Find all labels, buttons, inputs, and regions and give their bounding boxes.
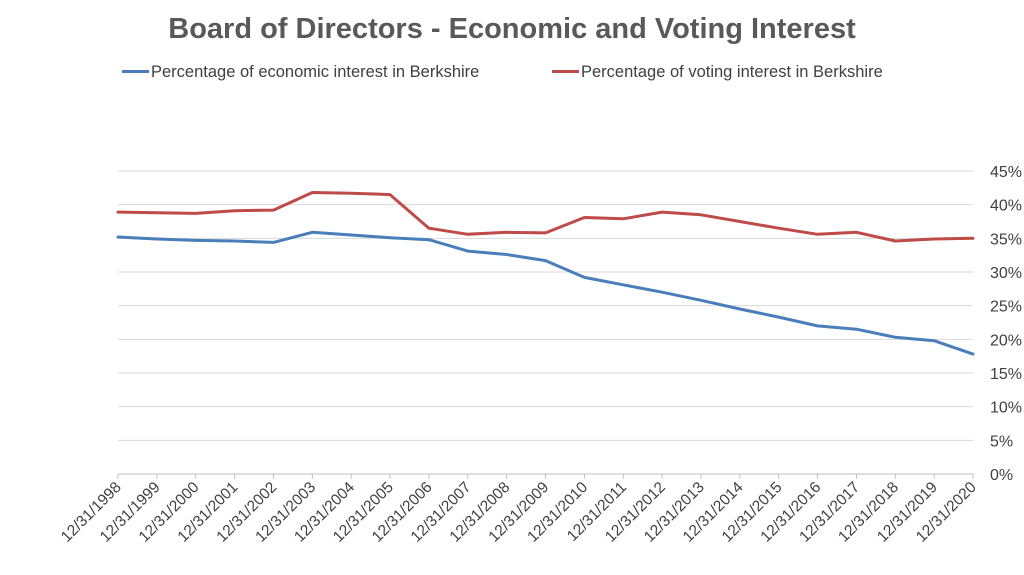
x-axis [117, 473, 974, 479]
y-tick-label: 0% [990, 467, 1013, 484]
legend: Percentage of economic interest in Berks… [122, 63, 883, 81]
legend-label-economic: Percentage of economic interest in Berks… [151, 63, 479, 81]
gridlines [118, 170, 973, 441]
y-tick-label: 15% [990, 366, 1022, 383]
chart-title: Board of Directors - Economic and Voting… [168, 13, 856, 45]
y-tick-label: 30% [990, 265, 1022, 282]
series-line-voting [116, 191, 975, 243]
y-tick-label: 10% [990, 400, 1022, 417]
legend-label-voting: Percentage of voting interest in Berkshi… [581, 63, 883, 81]
x-axis-tick-labels: 12/31/199812/31/199912/31/200012/31/2001… [58, 479, 980, 546]
y-tick-label: 5% [990, 433, 1013, 450]
y-tick-label: 40% [990, 198, 1022, 215]
y-tick-label: 35% [990, 231, 1022, 248]
series-lines [116, 191, 975, 356]
y-tick-label: 45% [990, 164, 1022, 181]
y-axis-tick-labels: 0% 5% 10% 15% 20% 25% 30% 35% 40% 45% [990, 164, 1022, 484]
series-line-economic [116, 230, 975, 356]
y-tick-label: 25% [990, 299, 1022, 316]
y-tick-label: 20% [990, 332, 1022, 349]
